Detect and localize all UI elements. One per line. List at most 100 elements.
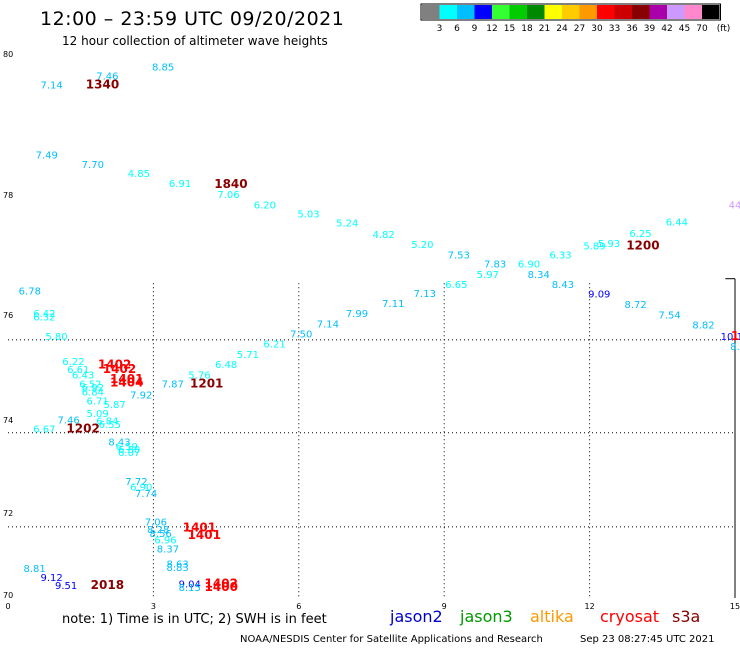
colorbar-swatch [544, 5, 562, 19]
wave-height-value: 8.63 [167, 560, 189, 571]
wave-height-value: 6.59 [116, 442, 138, 453]
x-tick-label: 6 [296, 602, 301, 611]
legend-altika: altika [530, 607, 574, 626]
wave-height-value: 8.28 [147, 525, 169, 536]
legend-jason3: jason3 [460, 607, 513, 626]
pass-time-label: 1400 [205, 580, 238, 594]
wave-height-value: 6.84 [96, 417, 118, 428]
wave-height-value: 6.20 [254, 201, 276, 212]
colorbar-tick: 70 [696, 24, 708, 34]
pass-time-label: 1 [731, 329, 739, 343]
wave-height-value: 6.25 [629, 229, 651, 240]
wave-height-value: 6.61 [67, 365, 89, 376]
y-tick-label: 72 [3, 509, 13, 518]
wave-height-value: 8.85 [152, 62, 174, 73]
wave-height-value: 7.46 [57, 416, 79, 427]
wave-height-value: 7.70 [82, 160, 104, 171]
pass-time-label: 1201 [190, 376, 223, 390]
wave-height-value: 7.83 [484, 259, 506, 270]
x-tick-label: 9 [442, 602, 447, 611]
wave-height-value: 8.43 [108, 437, 130, 448]
legend-s3a: s3a [672, 607, 701, 626]
colorbar-tick: 36 [626, 24, 638, 34]
wave-height-value: 6.78 [19, 287, 41, 298]
wave-height-value: 8.56 [150, 529, 172, 540]
wave-height-value: 44 [729, 201, 740, 212]
wave-height-value: 5.09 [87, 409, 109, 420]
wave-height-value: 5.03 [297, 210, 319, 221]
colorbar-swatch [457, 5, 475, 19]
wave-height-value: 7.99 [346, 309, 368, 320]
pass-time-label: 1401 [110, 372, 143, 386]
axis-labels: 80 78 76 74 72 70 0 3 6 9 12 15 [3, 50, 740, 611]
colorbar-swatch [492, 5, 510, 19]
colorbar-swatch [439, 5, 457, 19]
colorbar-tick: 3 [437, 24, 443, 34]
wave-height-value: 6.92 [82, 383, 104, 394]
x-tick-label: 15 [730, 602, 740, 611]
y-tick-label: 74 [3, 416, 13, 425]
colorbar-swatch [597, 5, 615, 19]
wave-height-value: 9.09 [588, 290, 610, 301]
wave-height-value: 7.14 [40, 80, 62, 91]
wave-height-value: 6.48 [215, 360, 237, 371]
wave-height-value: 8.72 [625, 300, 647, 311]
wave-height-value: 6.42 [33, 309, 55, 320]
footer-timestamp: Sep 23 08:27:45 UTC 2021 [580, 634, 715, 645]
pass-time-label: 1340 [86, 77, 119, 91]
footer-note: note: 1) Time is in UTC; 2) SWH is in fe… [62, 612, 327, 627]
colorbar-frame [420, 3, 721, 21]
pass-time-label: 1402 [103, 362, 136, 376]
colorbar-swatch [509, 5, 527, 19]
colorbar-swatch [614, 5, 632, 19]
wave-height-value: 8.15 [179, 583, 201, 594]
wave-height-value: 8. [730, 342, 740, 353]
x-tick-label: 12 [585, 602, 595, 611]
wave-height-value: 9.12 [40, 573, 62, 584]
pass-time-label: 1404 [110, 375, 143, 389]
wave-height-value: 5.71 [237, 350, 259, 361]
wave-height-value: 6.52 [79, 379, 101, 390]
wave-height-value: 5.93 [598, 239, 620, 250]
y-tick-label: 70 [3, 591, 13, 600]
wave-height-value: 7.92 [130, 391, 152, 402]
y-tick-label: 76 [3, 311, 13, 320]
wave-height-value: 7.46 [96, 71, 118, 82]
wave-height-value: 6.44 [666, 217, 688, 228]
wave-height-value: 5.24 [336, 219, 358, 230]
wave-height-value: 8.43 [552, 280, 574, 291]
wave-height-value: 7.49 [36, 151, 58, 162]
wave-height-value: 7.06 [217, 190, 239, 201]
pass-time-label: 1202 [66, 422, 99, 436]
wave-height-value: 4.82 [372, 230, 394, 241]
wave-height-value: 5.97 [477, 270, 499, 281]
map-subtitle: 12 hour collection of altimeter wave hei… [62, 34, 328, 48]
colorbar-swatch [649, 5, 667, 19]
wave-height-value: 6.80 [118, 445, 140, 456]
wave-height-value: 8.37 [157, 545, 179, 556]
pass-time-label: 1402 [205, 577, 238, 591]
colorbar-tick: 33 [609, 24, 620, 34]
wave-height-value: 6.90 [518, 259, 540, 270]
x-tick-label: 3 [151, 602, 156, 611]
colorbar-tick: 9 [472, 24, 478, 34]
wave-height-value: 9.51 [55, 581, 77, 592]
map-title: 12:00 – 23:59 UTC 09/20/2021 [40, 8, 345, 30]
wave-height-value: 6.32 [33, 312, 55, 323]
wave-height-value: 7.14 [317, 320, 339, 331]
pass-time-label: 2018 [91, 578, 124, 592]
colorbar-tick: 30 [591, 24, 603, 34]
y-tick-label: 80 [3, 50, 13, 59]
colorbar-swatch [579, 5, 597, 19]
footer-credit: NOAA/NESDIS Center for Satellite Applica… [240, 634, 543, 645]
wave-height-value: 6.96 [154, 536, 176, 547]
wave-height-value: 7.53 [448, 250, 470, 261]
colorbar-swatch [702, 5, 720, 19]
colorbar-swatch [632, 5, 650, 19]
legend-cryosat: cryosat [600, 607, 660, 626]
colorbar-swatch [562, 5, 580, 19]
wave-height-value: 4.85 [128, 169, 150, 180]
wave-height-value: 6.71 [87, 397, 109, 408]
